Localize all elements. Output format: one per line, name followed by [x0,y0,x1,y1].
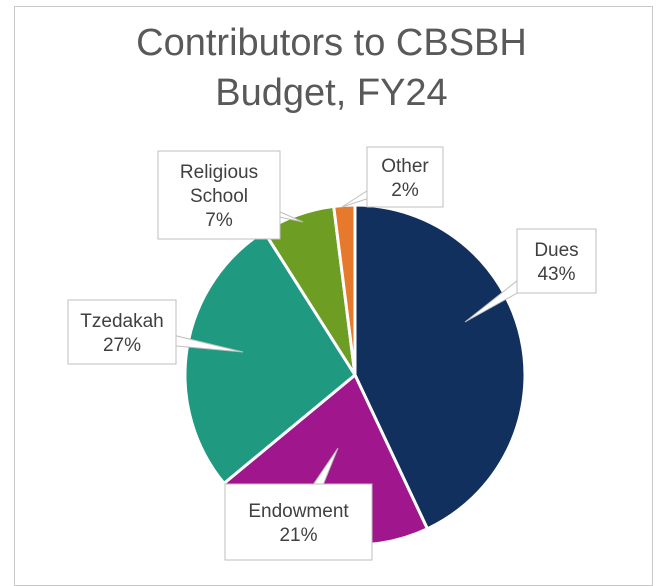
data-label-text: Endowment [248,501,349,522]
data-label-text: Dues [534,240,578,261]
data-label-dues: Dues 43% [464,228,597,323]
chart-title: Contributors to CBSBH Budget, FY24 [0,18,663,118]
chart-title-line-2: Budget, FY24 [215,72,448,114]
data-label-text: Religious [180,162,258,183]
callout-box [224,483,373,561]
data-label-endowment: Endowment 21% [224,447,373,561]
pie-slice-tzedakah [183,229,357,485]
data-label-text: 21% [279,525,317,546]
data-label-text: 2% [391,180,419,201]
data-label-religious-school: Religious School 7% [157,150,304,240]
callout-box [157,150,281,240]
callout-box [516,228,597,294]
callout-box [366,146,444,208]
data-label-text: School [190,186,248,207]
pie-slice-dues [353,203,527,531]
data-label-text: 7% [205,210,233,231]
chart-title-line-1: Contributors to CBSBH [136,22,527,64]
data-label-text: Tzedakah [80,311,163,332]
data-label-text: 27% [103,335,141,356]
data-label-tzedakah: Tzedakah 27% [67,299,244,365]
data-label-other: Other 2% [341,146,444,208]
data-label-text: 43% [537,264,575,285]
data-label-text: Other [381,156,429,177]
callout-box [67,299,177,365]
